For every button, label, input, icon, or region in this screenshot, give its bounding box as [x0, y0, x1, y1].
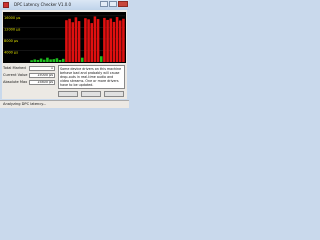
bar	[30, 60, 33, 62]
bar	[93, 16, 97, 62]
bar	[39, 58, 43, 62]
start-button[interactable]	[58, 91, 78, 97]
bar	[68, 18, 71, 62]
field-value: 15800 µs	[29, 80, 55, 85]
bar	[36, 59, 40, 62]
minimize-button[interactable]	[100, 1, 108, 7]
bar	[109, 18, 113, 62]
bar	[74, 17, 78, 62]
bar	[65, 20, 68, 62]
message-box: Some device drivers on this machine beha…	[58, 65, 125, 89]
bar	[33, 59, 37, 62]
bar	[55, 58, 59, 62]
field-value: 1	[29, 66, 55, 71]
y-tick-label: 16000 µs	[4, 16, 20, 20]
bar	[103, 17, 106, 62]
bar	[80, 57, 84, 62]
field-label: Total Marked	[3, 66, 26, 70]
maximize-button[interactable]	[109, 1, 117, 7]
bar	[90, 23, 94, 62]
y-tick-label: 4000 µs	[4, 50, 18, 54]
bar	[106, 19, 109, 62]
bar	[96, 19, 100, 62]
field-value: 15000 µs	[29, 73, 55, 78]
bar	[84, 18, 87, 62]
bar	[77, 21, 81, 62]
bar	[46, 57, 49, 62]
bar	[61, 58, 65, 62]
bar	[42, 59, 46, 62]
field-label: Current Value	[3, 73, 28, 77]
app-icon	[3, 2, 9, 8]
stop-button[interactable]	[81, 91, 101, 97]
close-button[interactable]	[118, 1, 128, 7]
status-bar: Analyzing DPC latency...	[0, 100, 129, 108]
window: {"window": {"title": "DPC Latency Checke…	[0, 0, 129, 108]
bar	[118, 20, 122, 62]
y-tick-label: 12000 µs	[4, 27, 20, 31]
window-title: DPC Latency Checker V1.0.0	[14, 2, 72, 7]
bar	[112, 21, 116, 62]
bar	[87, 19, 90, 62]
bar	[58, 59, 62, 62]
bar	[52, 59, 56, 62]
bar	[99, 56, 103, 62]
bar	[115, 17, 119, 62]
bar	[49, 59, 52, 62]
bar	[71, 22, 75, 62]
field-label: Absolute Max	[3, 80, 28, 84]
y-tick-label: 8000 µs	[4, 39, 18, 43]
latency-chart: 16000 µs 12000 µs 8000 µs 4000 µs	[3, 12, 126, 63]
bar	[122, 18, 125, 62]
title-bar	[0, 0, 129, 10]
exit-button[interactable]	[104, 91, 124, 97]
